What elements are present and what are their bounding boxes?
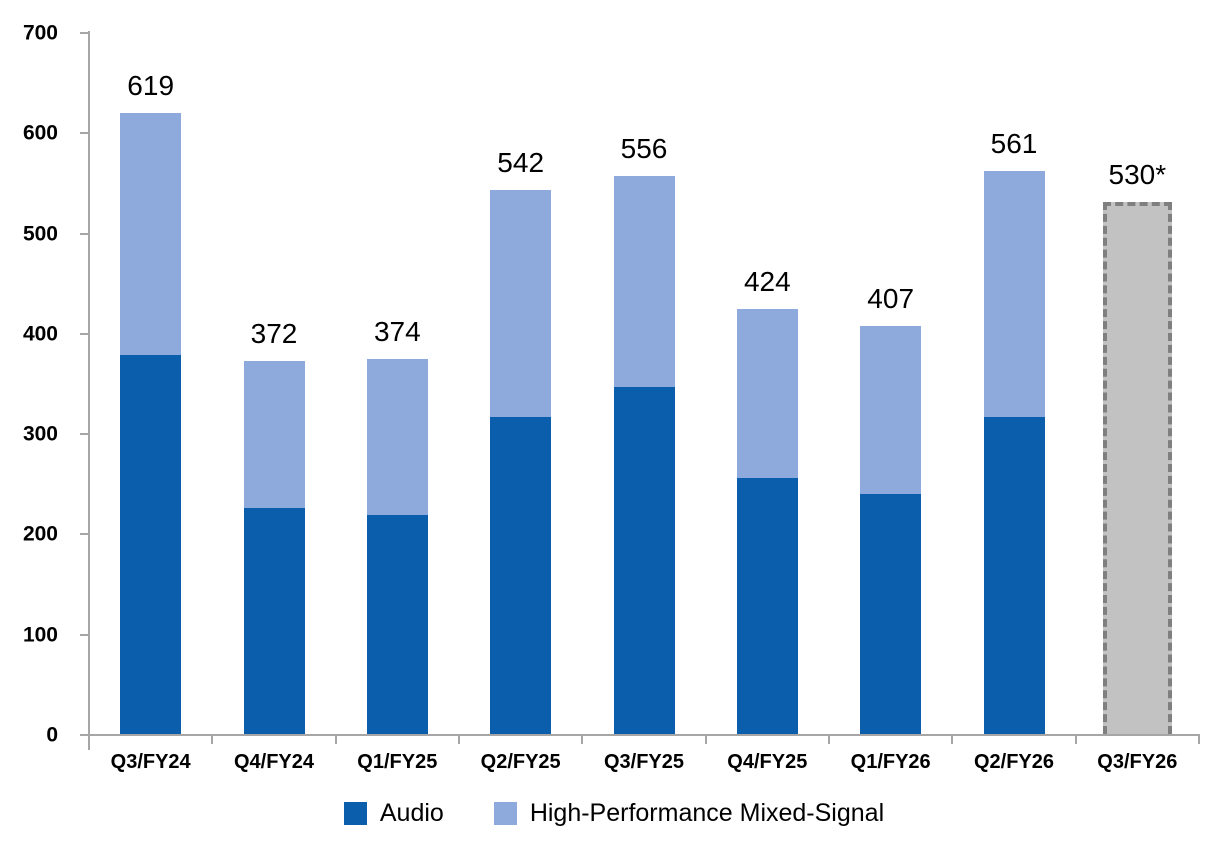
hpms-legend-label: High-Performance Mixed-Signal [529,799,885,827]
x-axis-category-label: Q2/FY26 [973,751,1055,773]
y-axis-tick [80,232,88,235]
legend-item-audio: Audio [343,799,444,828]
x-axis-category-label: Q1/FY26 [850,751,931,773]
x-axis-tick [1198,735,1200,744]
bar-audio-segment [983,417,1045,734]
value-label: 374 [373,315,421,347]
audio-legend-swatch [343,802,367,825]
x-axis-category-label: Q3/FY25 [603,751,685,773]
x-axis-tick [581,735,584,744]
value-label: 530* [1108,159,1167,191]
bar-audio-segment [490,417,552,734]
y-axis-tick [80,633,88,636]
y-axis-tick [80,433,88,436]
x-axis-category-label: Q3/FY24 [110,751,191,773]
x-axis-tick [1074,735,1077,744]
x-axis-category-label: Q4/FY24 [233,751,315,773]
bar-audio-segment [613,387,675,734]
bar-hpms-segment [243,360,305,509]
y-axis-tick-label: 0 [46,723,58,747]
value-label: 561 [990,128,1038,160]
bar-hpms-segment [983,171,1045,418]
x-axis-category-label: Q3/FY26 [1097,751,1178,773]
bar-hpms-segment [860,325,922,495]
bar-audio-segment [736,478,798,734]
value-label: 619 [127,70,175,102]
legend-item-hpms: High-Performance Mixed-Signal [493,799,885,828]
x-axis-tick [211,735,214,744]
bar-audio-segment [120,354,182,734]
y-axis-tick-label: 100 [22,623,58,647]
x-axis-tick [828,735,830,744]
value-label: 542 [497,147,545,179]
value-label: 556 [620,133,668,165]
bar-audio-segment [366,515,428,734]
x-axis-tick [334,735,337,744]
bar-hpms-segment [736,308,798,479]
bar-hpms-segment [366,358,428,516]
y-axis-tick-label: 500 [22,222,58,246]
bar-hpms-segment [120,113,182,355]
y-axis-tick [80,132,88,135]
value-label: 407 [867,282,915,314]
forecast-bar [1102,202,1172,734]
y-axis-tick-label: 200 [22,522,58,546]
bar-hpms-segment [490,190,552,418]
x-axis-tick [704,735,707,744]
x-axis-tick [88,735,90,744]
bar-audio-segment [243,508,305,734]
audio-legend-label: Audio [379,799,444,827]
y-axis-tick-label: 300 [22,422,58,446]
legend: Audio High-Performance Mixed-Signal [0,799,1228,828]
y-axis-tick [80,332,88,335]
x-axis-tick [458,735,460,744]
x-axis-category-label: Q4/FY25 [727,751,808,773]
y-axis-tick-label: 600 [22,121,58,145]
x-axis-line [88,734,1200,736]
x-axis-tick [951,735,954,744]
y-axis-tick-label: 400 [22,322,58,346]
bar-audio-segment [860,494,922,734]
value-label: 372 [250,317,298,349]
bar-hpms-segment [613,176,675,387]
y-axis-line [88,31,90,750]
x-axis-category-label: Q1/FY25 [357,751,438,773]
y-axis-tick-label: 700 [22,21,58,45]
y-axis-tick [80,32,88,34]
x-axis-category-label: Q2/FY25 [480,751,561,773]
value-label: 424 [743,265,791,297]
hpms-legend-swatch [493,802,517,825]
y-axis-tick [80,734,88,736]
y-axis-tick [80,533,88,536]
